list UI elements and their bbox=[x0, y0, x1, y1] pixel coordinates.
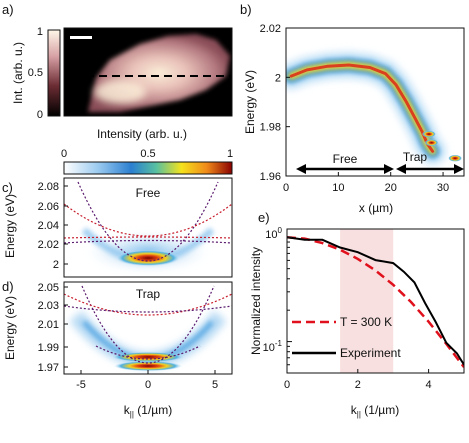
panel-b-trap-spot bbox=[424, 139, 439, 147]
panel-d-ytick: 2.05 bbox=[38, 282, 59, 294]
panel-d-dotted-curve bbox=[64, 293, 232, 316]
panel-d-xtick: 5 bbox=[212, 379, 218, 391]
shared-colorbar: 0 0.5 1 bbox=[61, 148, 233, 175]
panel-d-mode bbox=[112, 352, 184, 362]
panel-c-hotspot bbox=[116, 250, 180, 266]
panel-a-ylabel: Int. (arb. u.) bbox=[11, 42, 25, 104]
panel-b-free-arrowhead-left bbox=[296, 164, 306, 174]
panel-d-mode bbox=[114, 361, 182, 371]
panel-b-trap-arrowhead-right bbox=[454, 164, 464, 174]
panel-c: c) Free 2.08 2.06 2.04 2.02 2 Energy (eV… bbox=[2, 177, 233, 278]
panel-a-label: a) bbox=[2, 2, 14, 17]
panel-d-dotted-curve bbox=[64, 305, 232, 313]
panel-b-trap-arrowhead-left bbox=[396, 164, 406, 174]
panel-b-trap-spot bbox=[421, 130, 436, 138]
panel-d-xlabel-unit: (1/µm) bbox=[134, 403, 172, 417]
panel-d-xlabel-main: k bbox=[124, 403, 131, 417]
panel-b-label: b) bbox=[240, 2, 252, 17]
panel-a-cbar-tick: 0 bbox=[37, 109, 43, 121]
colorbar-tick: 0.5 bbox=[140, 148, 155, 160]
panel-d-ytick: 1.99 bbox=[38, 342, 59, 354]
panel-c-ytick: 2.08 bbox=[38, 181, 59, 193]
panel-c-ytick: 2.04 bbox=[38, 220, 59, 232]
panel-b-heatmap bbox=[286, 51, 463, 165]
panel-b-xtick: 0 bbox=[283, 182, 289, 194]
panel-d-dispersion bbox=[64, 285, 232, 371]
panel-c-title: Free bbox=[136, 186, 161, 200]
panel-c-label: c) bbox=[2, 180, 13, 195]
panel-e-ytick-base: 10 bbox=[265, 229, 277, 241]
panel-b: b) 2.02 2 1.98 1.960 10 20 30 Energy (eV) x (µ… bbox=[240, 2, 465, 215]
panel-e-xlabel-unit: (1/µm) bbox=[361, 403, 399, 417]
panel-a-cbar-tick: 1 bbox=[37, 26, 43, 38]
panel-a-cbar-tick: 0.5 bbox=[28, 67, 43, 79]
panel-e-label: e) bbox=[258, 210, 270, 225]
panel-e-ytick: 10-1 bbox=[263, 339, 283, 354]
panel-e-xtick: 4 bbox=[426, 379, 432, 391]
panel-b-ytick: 2 bbox=[275, 72, 281, 84]
panel-e-xtick: 0 bbox=[284, 379, 290, 391]
panel-c-ylabel: Energy (eV) bbox=[3, 194, 17, 258]
panel-e-ytick-exp: -1 bbox=[275, 339, 283, 348]
panel-e-ytick-exp: 0 bbox=[278, 226, 283, 235]
panel-d-ylabel: Energy (eV) bbox=[3, 296, 17, 360]
panel-d-xtick: 0 bbox=[145, 379, 151, 391]
panel-d: d) Trap 2.05 2.03 2.01 1.99 1.97 -5 0 5 bbox=[2, 279, 233, 419]
panel-b-ytick: 1.96 bbox=[260, 171, 281, 183]
panel-d-ytick: 1.97 bbox=[38, 362, 59, 374]
panel-c-dotted-curve bbox=[64, 239, 232, 244]
panel-e-legend: T = 300 K Experiment bbox=[292, 315, 401, 360]
panel-d-title: Trap bbox=[136, 287, 161, 301]
panel-d-yticks: 2.05 2.03 2.01 1.99 1.97 bbox=[38, 282, 68, 374]
panel-c-yticks: 2.08 2.06 2.04 2.02 2 bbox=[38, 181, 68, 271]
panel-b-xtick: 30 bbox=[437, 182, 449, 194]
legend-label-model: T = 300 K bbox=[340, 315, 392, 329]
panel-b-xtick: 10 bbox=[332, 182, 344, 194]
panel-c-dotted-curve bbox=[64, 236, 232, 239]
panel-c-dispersion bbox=[64, 181, 232, 272]
colorbar-tick: 0 bbox=[61, 148, 67, 160]
panel-d-label: d) bbox=[2, 279, 14, 294]
panel-d-dotted-curve bbox=[95, 345, 201, 360]
panel-a-colorbar bbox=[47, 29, 61, 117]
panel-b-ytick: 2.02 bbox=[260, 23, 281, 35]
panel-c-dotted-curve bbox=[77, 181, 219, 262]
panel-c-ytick: 2.06 bbox=[38, 201, 59, 213]
panel-a-scale-bar bbox=[70, 36, 92, 39]
panel-b-trap-label: Trap bbox=[403, 150, 428, 164]
panel-e-ytick: 100 bbox=[265, 226, 282, 241]
panel-e-ytick-base: 10 bbox=[263, 342, 275, 354]
colorbar-gradient bbox=[63, 161, 233, 175]
panel-c-ytick: 2.02 bbox=[38, 239, 59, 251]
panel-a-bright-core bbox=[94, 80, 146, 104]
panel-b-free-arrowhead-right bbox=[384, 164, 394, 174]
panel-d-xlabel: k|| (1/µm) bbox=[124, 403, 172, 419]
panel-b-ylabel: Energy (eV) bbox=[243, 70, 257, 134]
panel-b-xtick: 20 bbox=[385, 182, 397, 194]
panel-b-free-label: Free bbox=[333, 152, 358, 166]
panel-e-ylabel: Normalized intensity bbox=[249, 247, 263, 355]
panel-a-xlabel: Intensity (arb. u.) bbox=[97, 127, 187, 141]
panel-e-xlabel-main: k bbox=[351, 403, 358, 417]
panel-e-line-experiment bbox=[287, 236, 464, 366]
panel-b-trap-spot bbox=[448, 154, 463, 162]
panel-d-xticks: -5 0 5 bbox=[76, 370, 218, 391]
panel-d-xlabel-sub: || bbox=[130, 410, 134, 419]
panel-c-dotted-curve bbox=[64, 203, 232, 237]
colorbar-tick: 1 bbox=[227, 148, 233, 160]
panel-b-xlabel: x (µm) bbox=[359, 201, 393, 215]
panel-b-ytick: 1.98 bbox=[260, 122, 281, 134]
panel-e-line-model bbox=[287, 236, 464, 368]
panel-e-xlabel: k|| (1/µm) bbox=[351, 403, 399, 419]
panel-a: a) 1 0.5 0 Int. (arb. u.) Intensity (arb… bbox=[2, 2, 233, 141]
panel-c-ytick: 2 bbox=[53, 259, 59, 271]
legend-label-experiment: Experiment bbox=[340, 346, 401, 360]
panel-d-ytick: 2.01 bbox=[38, 319, 59, 331]
panel-e-xtick: 2 bbox=[355, 379, 361, 391]
panel-e-xlabel-sub: || bbox=[357, 410, 361, 419]
panel-d-ytick: 2.03 bbox=[38, 300, 59, 312]
panel-d-xtick: -5 bbox=[76, 379, 86, 391]
